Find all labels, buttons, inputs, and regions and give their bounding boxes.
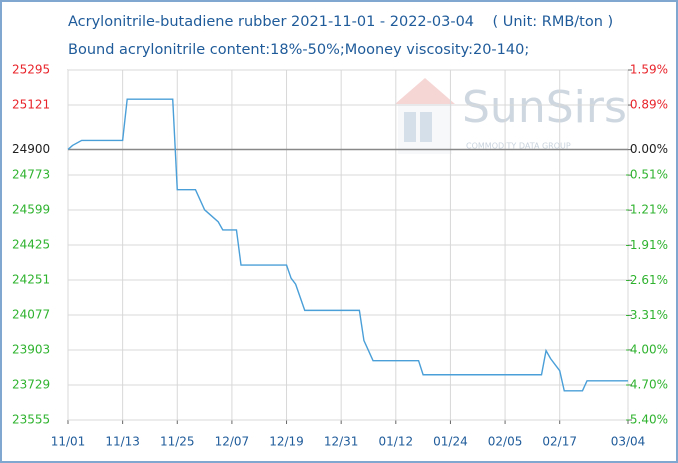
x-tick-label: 12/07 [215, 435, 250, 449]
y-tick-label: 24599 [12, 203, 50, 217]
y2-tick-label: -4.70% [626, 377, 668, 391]
y-tick-label: 24773 [12, 168, 50, 182]
y2-tick-label: -0.51% [626, 168, 668, 182]
x-tick-label: 11/25 [160, 435, 195, 449]
y-tick-label: 25121 [12, 98, 50, 112]
y2-tick-label: -5.40% [626, 413, 668, 427]
y-tick-label: 24425 [12, 238, 50, 252]
watermark: SunSirs [462, 82, 627, 133]
x-tick-label: 11/01 [51, 435, 86, 449]
watermark-sub: COMMODITY DATA GROUP [466, 142, 571, 151]
y-tick-label: 23729 [12, 378, 50, 392]
y2-tick-label: -2.61% [626, 273, 668, 287]
chart-title: Acrylonitrile-butadiene rubber 2021-11-0… [68, 14, 613, 30]
y2-tick-label: 0.89% [630, 98, 668, 112]
y2-tick-label: -1.91% [626, 238, 668, 252]
price-line [67, 98, 628, 392]
y2-tick-label: -4.00% [626, 342, 668, 356]
y-tick-label: 24900 [12, 142, 50, 156]
y-tick-label: 25295 [12, 63, 50, 77]
y2-tick-label: -1.21% [626, 203, 668, 217]
y-tick-label: 24077 [12, 308, 50, 322]
x-tick-label: 12/31 [324, 435, 359, 449]
x-tick-label: 11/13 [105, 435, 140, 449]
y-tick-label: 23903 [12, 343, 50, 357]
x-tick-label: 03/04 [611, 435, 646, 449]
y-tick-label: 23555 [12, 413, 50, 427]
x-tick-label: 02/05 [488, 435, 523, 449]
x-tick-label: 02/17 [542, 435, 577, 449]
y2-tick-label: 1.59% [630, 63, 668, 77]
chart-subtitle: Bound acrylonitrile content:18%-50%;Moon… [68, 42, 529, 58]
y2-tick-label: 0.00% [630, 142, 668, 156]
x-tick-label: 01/24 [433, 435, 468, 449]
x-tick-label: 12/19 [269, 435, 304, 449]
y2-tick-label: -3.31% [626, 308, 668, 322]
x-tick-label: 01/12 [379, 435, 414, 449]
y-tick-label: 24251 [12, 273, 50, 287]
watermark-logo [395, 78, 455, 154]
